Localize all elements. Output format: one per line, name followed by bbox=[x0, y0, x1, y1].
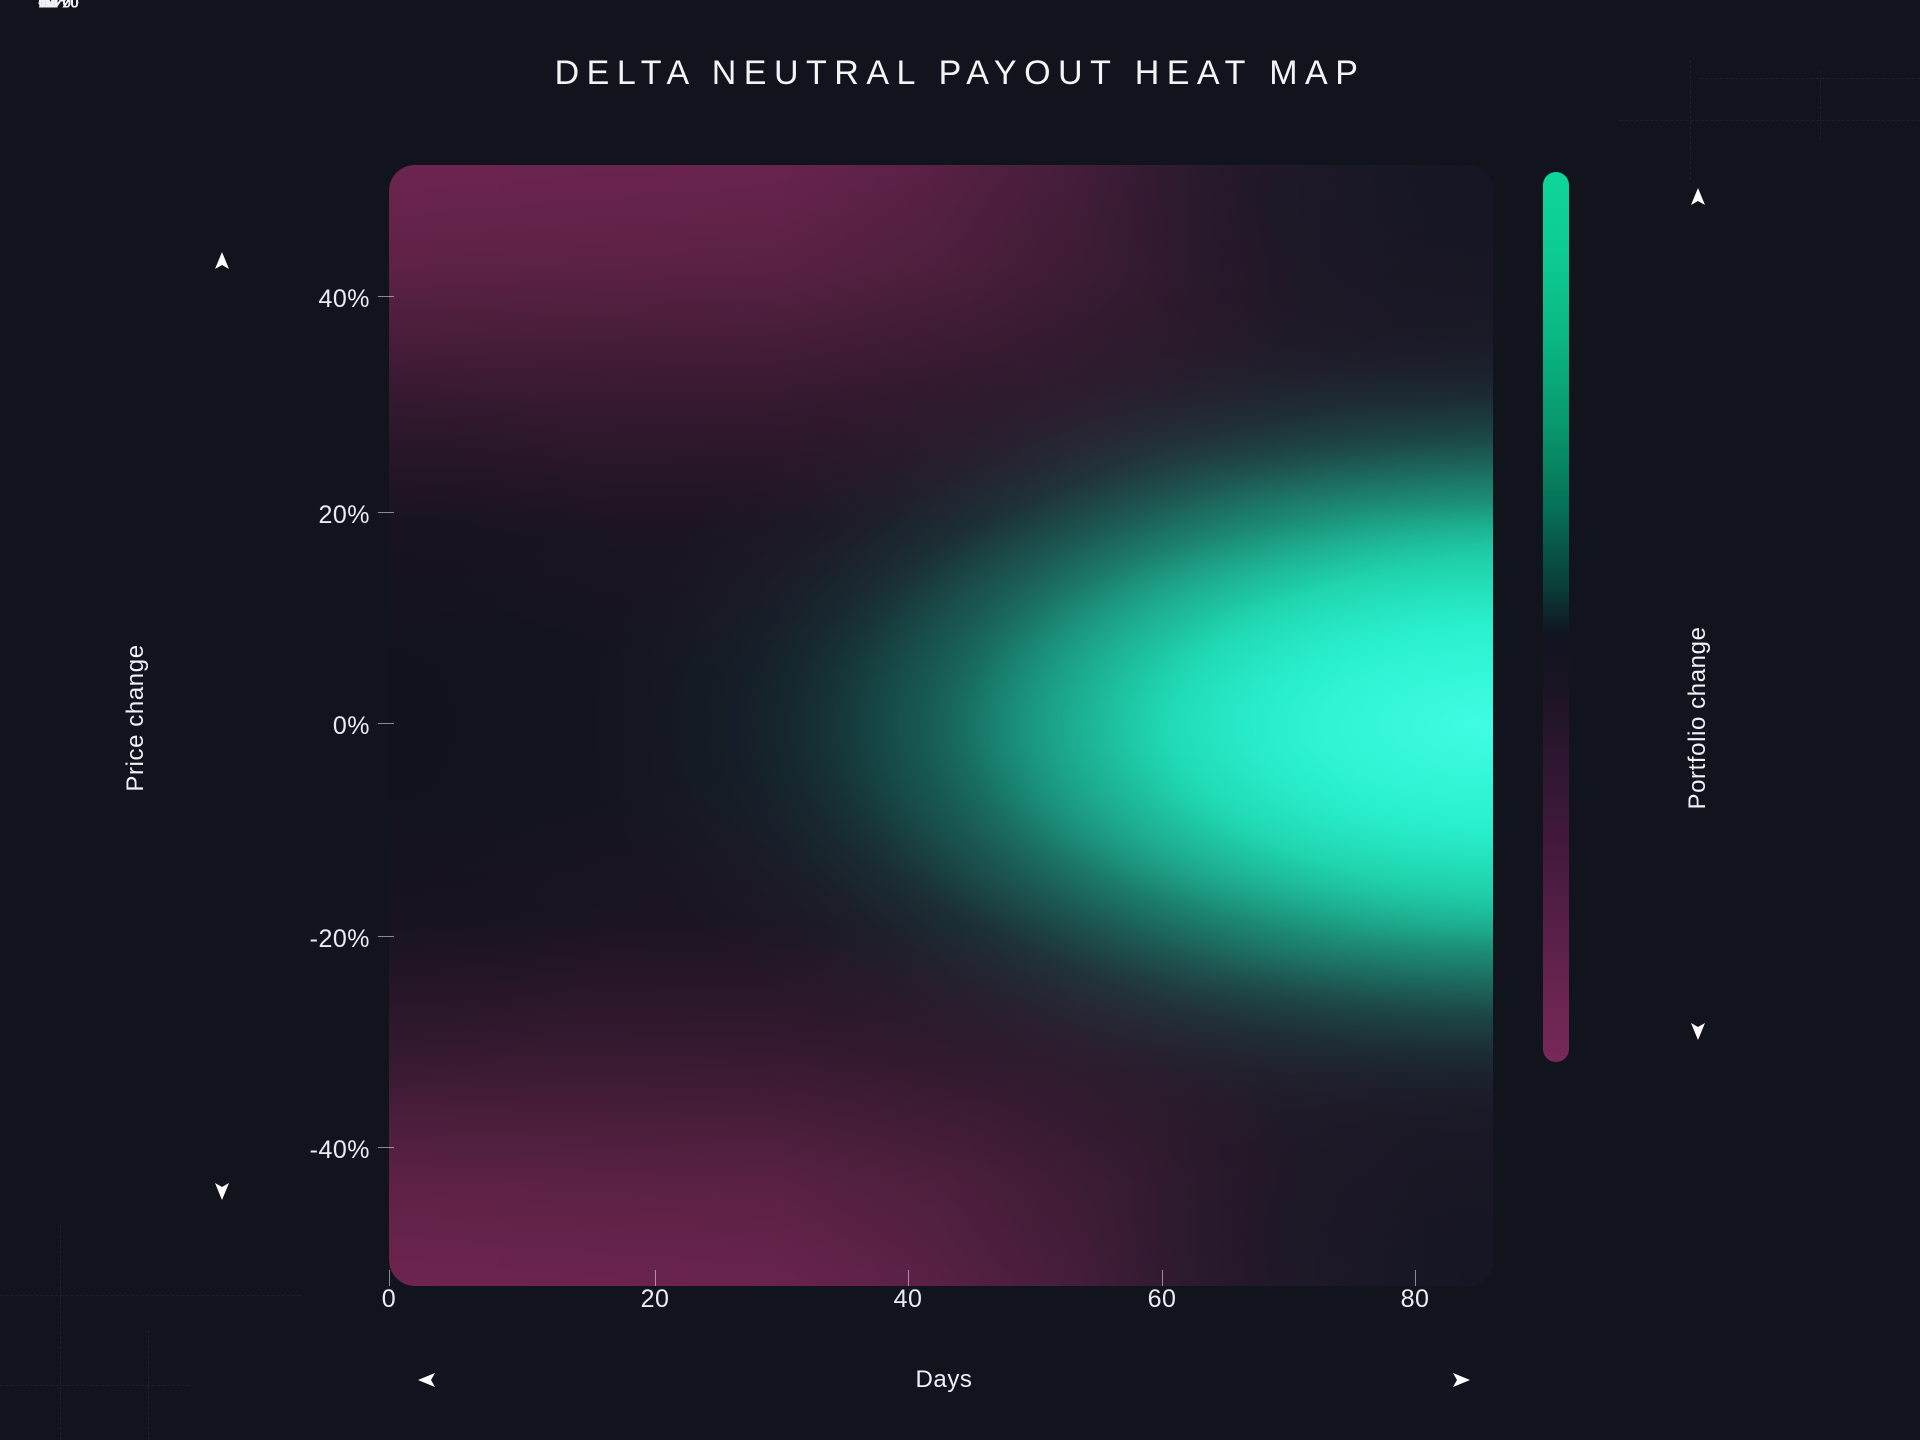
y-tick-label-3: -20% bbox=[309, 925, 370, 953]
x-tick-mark-2 bbox=[908, 1270, 909, 1286]
colorbar-tick-label-3: 5% bbox=[38, 0, 71, 14]
decor-line-bottom-left-v2 bbox=[148, 1330, 149, 1440]
x-tick-mark-4 bbox=[1415, 1270, 1416, 1286]
y-tick-label-4: -40% bbox=[309, 1136, 370, 1164]
x-tick-label-1: 20 bbox=[640, 1285, 670, 1313]
x-axis-arrow-left bbox=[418, 1373, 888, 1387]
x-tick-mark-1 bbox=[655, 1270, 656, 1286]
colorbar-tick-label-2: 6% bbox=[38, 0, 71, 14]
colorbar-tick-label-11: -3% bbox=[38, 0, 79, 14]
colorbar-tick-label-15: -7% bbox=[38, 0, 79, 14]
x-tick-mark-3 bbox=[1162, 1270, 1163, 1286]
x-tick-label-2: 40 bbox=[893, 1285, 923, 1313]
colorbar bbox=[1543, 172, 1569, 1062]
colorbar-tick-label-14: -6% bbox=[38, 0, 79, 14]
colorbar-arrow-up bbox=[1691, 188, 1705, 518]
heatmap-plot-area bbox=[389, 165, 1493, 1286]
y-tick-label-2: 0% bbox=[332, 712, 370, 740]
page-title: DELTA NEUTRAL PAYOUT HEAT MAP bbox=[554, 54, 1366, 92]
y-tick-label-0: 40% bbox=[318, 285, 370, 313]
y-tick-mark-1 bbox=[378, 512, 394, 513]
colorbar-tick-label-16: -8% bbox=[38, 0, 79, 14]
y-axis-title: Price change bbox=[122, 644, 149, 792]
y-tick-mark-4 bbox=[378, 1147, 394, 1148]
decor-line-top-right-h1 bbox=[1620, 120, 1920, 121]
colorbar-tick-label-8: 0% bbox=[38, 0, 71, 14]
y-tick-mark-0 bbox=[378, 296, 394, 297]
x-tick-mark-0 bbox=[389, 1270, 390, 1286]
heatmap-left-shadow bbox=[389, 165, 1493, 1286]
colorbar-tick-label-5: 3% bbox=[38, 0, 71, 14]
colorbar-tick-label-7: 1% bbox=[38, 0, 71, 14]
decor-line-bottom-left-h1 bbox=[0, 1295, 300, 1296]
colorbar-gradient bbox=[1543, 172, 1569, 1062]
y-axis-arrow-up bbox=[215, 252, 229, 692]
decor-line-bottom-left-v1 bbox=[60, 1225, 61, 1440]
colorbar-tick-label-0: 8% bbox=[38, 0, 71, 14]
heatmap-surface bbox=[389, 165, 1493, 1286]
colorbar-tick-label-12: -4% bbox=[38, 0, 79, 14]
y-tick-label-1: 20% bbox=[318, 501, 370, 529]
colorbar-tick-label-1: 7% bbox=[38, 0, 71, 14]
y-tick-mark-3 bbox=[378, 936, 394, 937]
x-tick-label-4: 80 bbox=[1400, 1285, 1430, 1313]
colorbar-tick-label-10: -2% bbox=[38, 0, 79, 14]
colorbar-tick-label-6: 2% bbox=[38, 0, 71, 14]
y-axis-arrow-down bbox=[215, 760, 229, 1200]
x-axis-arrow-right bbox=[1000, 1373, 1470, 1387]
colorbar-title: Portfolio change bbox=[1684, 626, 1711, 810]
colorbar-tick-label-13: -5% bbox=[38, 0, 79, 14]
y-tick-mark-2 bbox=[378, 723, 394, 724]
decor-line-bottom-left-h2 bbox=[0, 1385, 190, 1386]
colorbar-tick-label-4: 4% bbox=[38, 0, 71, 14]
colorbar-arrow-down bbox=[1691, 710, 1705, 1040]
x-tick-label-3: 60 bbox=[1147, 1285, 1177, 1313]
x-axis-title: Days bbox=[915, 1366, 973, 1393]
colorbar-tick-label-9: -1% bbox=[38, 0, 79, 14]
x-tick-label-0: 0 bbox=[381, 1285, 397, 1313]
